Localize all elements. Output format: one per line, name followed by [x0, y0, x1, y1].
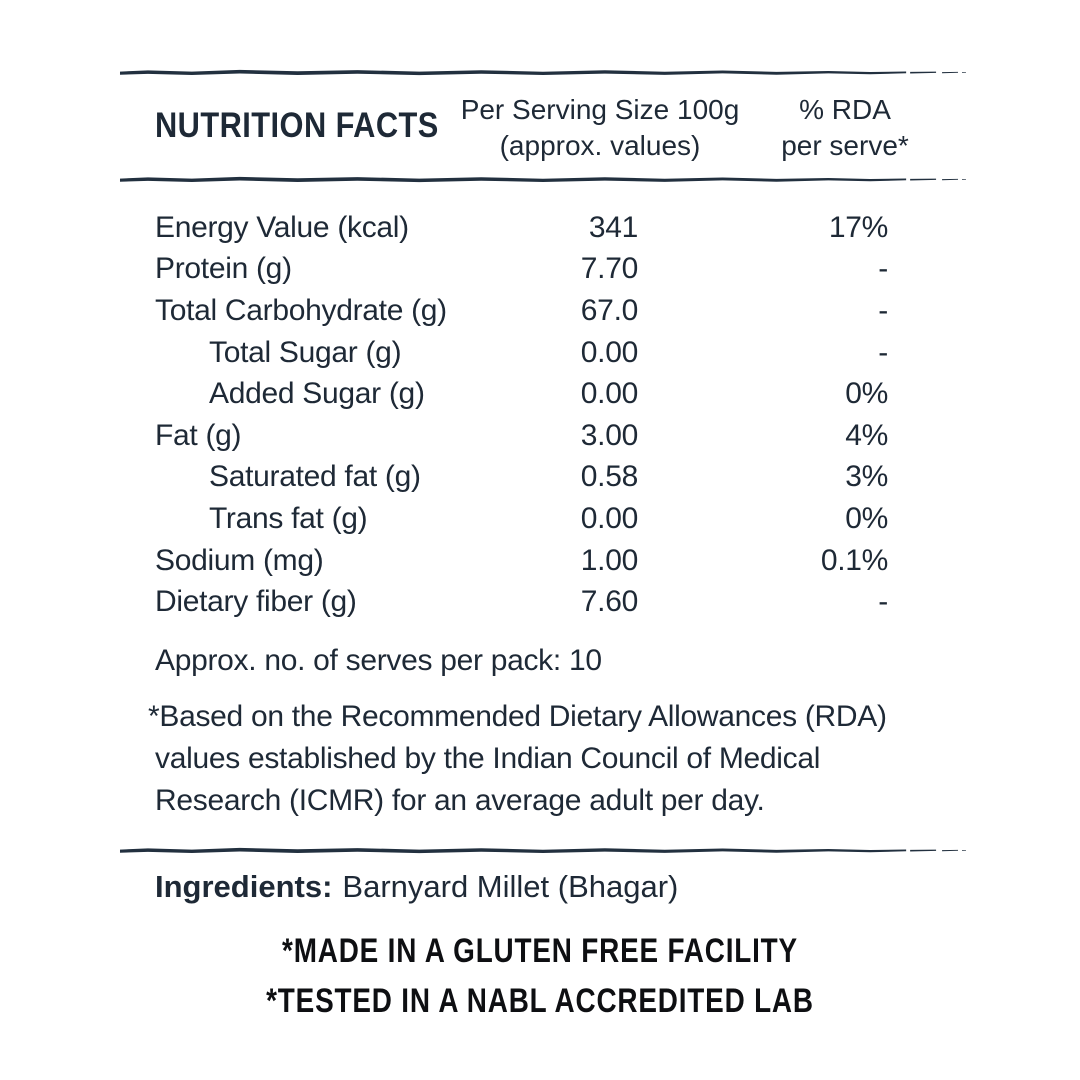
- nutrient-value: 1.00: [580, 543, 639, 577]
- nutrient-label: Total Carbohydrate (g): [155, 293, 447, 327]
- claims: *MADE IN A GLUTEN FREE FACILITY *TESTED …: [0, 926, 1080, 1026]
- rda-header: % RDA per serve*: [745, 88, 945, 164]
- serving-size-line2: (approx. values): [499, 130, 701, 161]
- ingredients-label: Ingredients:: [155, 869, 333, 904]
- claim-nabl-lab: *TESTED IN A NABL ACCREDITED LAB: [266, 982, 814, 1020]
- table-row: Dietary fiber (g) 7.60 -: [155, 581, 888, 623]
- nutrient-label: Energy Value (kcal): [155, 210, 409, 244]
- nutrient-rda: -: [878, 252, 888, 286]
- rda-footnote-line: values established by the Indian Council…: [155, 742, 821, 775]
- claim-gluten-free: *MADE IN A GLUTEN FREE FACILITY: [282, 932, 798, 970]
- table-row: Fat (g) 3.00 4%: [155, 415, 888, 457]
- rda-footnote-line: Research (ICMR) for an average adult per…: [155, 784, 765, 817]
- nutrient-table: Energy Value (kcal) 341 17% Protein (g) …: [155, 207, 888, 623]
- table-row: Total Carbohydrate (g) 67.0 -: [155, 290, 888, 332]
- nutrient-rda: -: [878, 585, 888, 619]
- rda-footnote: *Based on the Recommended Dietary Allowa…: [148, 696, 887, 822]
- nutrient-rda: 0%: [845, 377, 888, 411]
- nutrient-value: 0.00: [580, 501, 639, 535]
- nutrient-label: Saturated fat (g): [209, 460, 421, 494]
- ingredients-line: Ingredients: Barnyard Millet (Bhagar): [155, 869, 678, 905]
- nutrient-rda: -: [878, 335, 888, 369]
- nutrient-rda: -: [878, 293, 888, 327]
- nutrient-value: 341: [588, 210, 638, 244]
- nutrient-value: 0.58: [580, 460, 639, 494]
- nutrient-rda: 4%: [845, 418, 888, 452]
- rda-header-line1: % RDA: [799, 94, 891, 125]
- brush-divider-top: [119, 69, 966, 76]
- nutrient-rda: 3%: [845, 460, 888, 494]
- table-row: Sodium (mg) 1.00 0.1%: [155, 540, 888, 582]
- nutrient-value: 0.00: [580, 335, 639, 369]
- nutrition-facts-title: NUTRITION FACTS: [155, 106, 439, 145]
- nutrient-value: 7.60: [580, 585, 639, 619]
- nutrient-label: Total Sugar (g): [209, 335, 402, 369]
- serves-per-pack-note: Approx. no. of serves per pack: 10: [155, 644, 602, 677]
- serving-size-header: Per Serving Size 100g (approx. values): [455, 88, 745, 164]
- brush-divider-bottom: [119, 847, 966, 854]
- table-row: Total Sugar (g) 0.00 -: [155, 332, 888, 374]
- nutrient-rda: 17%: [828, 210, 888, 244]
- serving-size-line1: Per Serving Size 100g: [460, 94, 740, 125]
- nutrient-label: Added Sugar (g): [209, 377, 425, 411]
- table-row: Energy Value (kcal) 341 17%: [155, 207, 888, 249]
- nutrient-value: 67.0: [580, 293, 639, 327]
- nutrient-label: Dietary fiber (g): [155, 585, 357, 619]
- table-row: Added Sugar (g) 0.00 0%: [155, 373, 888, 415]
- table-row: Saturated fat (g) 0.58 3%: [155, 457, 888, 499]
- nutrient-label: Trans fat (g): [209, 501, 368, 535]
- table-row: Trans fat (g) 0.00 0%: [155, 498, 888, 540]
- nutrient-label: Sodium (mg): [155, 543, 324, 577]
- rda-header-line2: per serve*: [781, 130, 909, 161]
- table-header: NUTRITION FACTS Per Serving Size 100g (a…: [155, 88, 945, 164]
- table-row: Protein (g) 7.70 -: [155, 249, 888, 291]
- rda-footnote-line: *Based on the Recommended Dietary Allowa…: [148, 700, 887, 733]
- nutrient-value: 3.00: [580, 418, 639, 452]
- brush-divider-header: [119, 176, 966, 183]
- nutrient-label: Protein (g): [155, 252, 292, 286]
- ingredients-value: Barnyard Millet (Bhagar): [342, 869, 679, 904]
- nutrient-rda: 0.1%: [820, 543, 888, 577]
- nutrient-rda: 0%: [845, 501, 888, 535]
- nutrient-value: 7.70: [580, 252, 639, 286]
- nutrient-value: 0.00: [580, 377, 639, 411]
- nutrient-label: Fat (g): [155, 418, 242, 452]
